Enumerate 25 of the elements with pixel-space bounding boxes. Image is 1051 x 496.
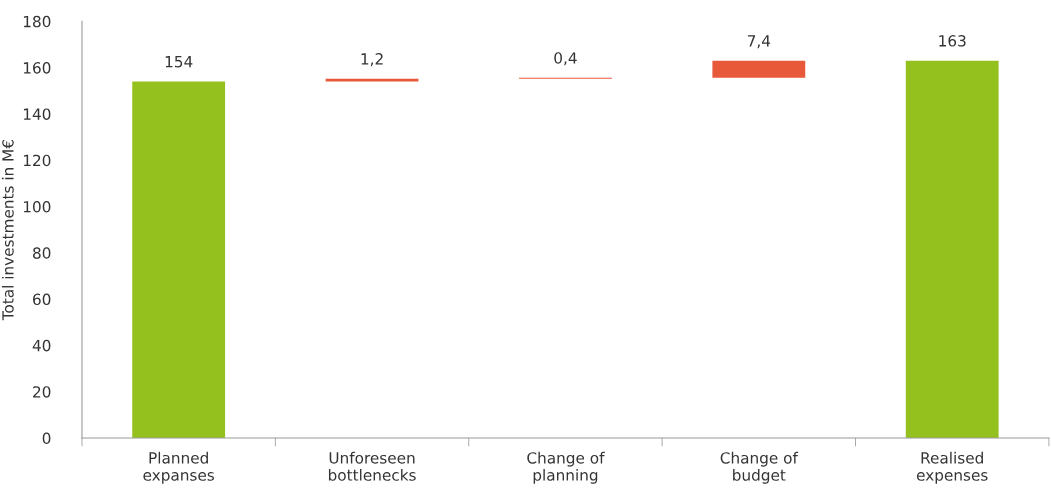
x-tick-label: Change of budget — [720, 451, 799, 484]
bar — [905, 60, 999, 438]
x-tick-label: Planned expanses — [143, 451, 215, 484]
y-tick-label: 0 — [42, 432, 51, 444]
y-tick-label: 20 — [33, 386, 51, 398]
y-tick-label: 100 — [23, 200, 51, 213]
x-tick-label: Change of planning — [527, 451, 605, 484]
bar — [712, 60, 806, 78]
x-tick-label: Realised expenses — [916, 451, 988, 484]
x-tick-label: Unforeseen bottlenecks — [328, 451, 416, 481]
y-tick-label: 120 — [23, 154, 51, 167]
y-tick-label: 140 — [23, 108, 51, 120]
y-tick-label: 40 — [32, 339, 51, 352]
y-axis-title: Total investments in M€ — [1, 140, 14, 321]
data-label: 7,4 — [747, 35, 771, 49]
data-label: 163 — [939, 35, 966, 47]
data-label: 0,4 — [554, 52, 577, 66]
y-tick-label: 160 — [23, 62, 51, 74]
bar — [325, 78, 419, 82]
y-tick-label: 60 — [33, 293, 51, 306]
data-label: 154 — [165, 56, 193, 68]
data-label: 1,2 — [361, 53, 383, 67]
y-tick-label: 180 — [23, 15, 51, 28]
bar — [132, 81, 226, 438]
y-tick-label: 80 — [33, 247, 51, 259]
